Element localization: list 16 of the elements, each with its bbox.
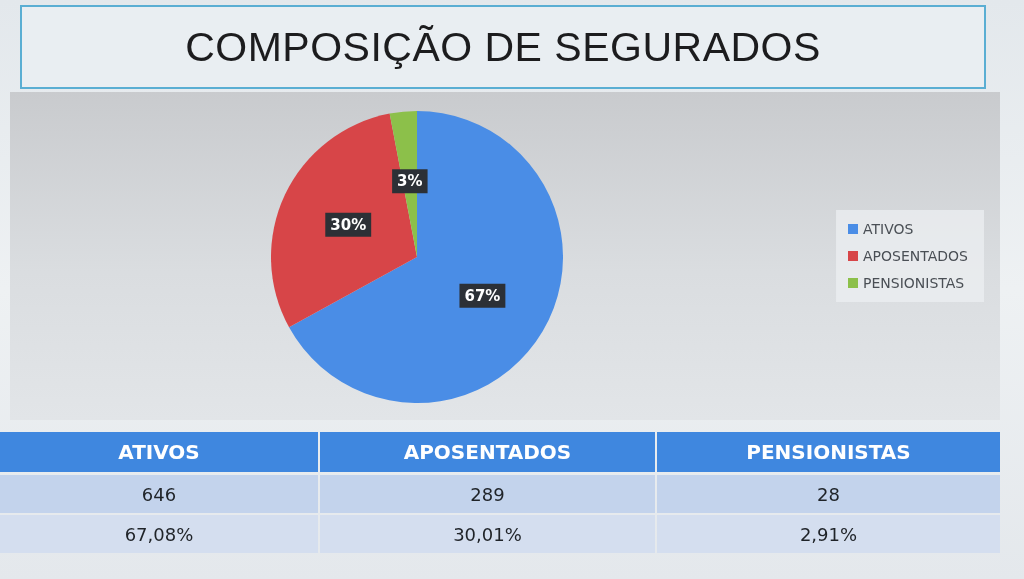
data-label: 30% [330, 215, 367, 234]
legend-label: PENSIONISTAS [863, 275, 965, 291]
legend-label: ATIVOS [863, 221, 914, 237]
category-label: APOSENTADOS [403, 440, 572, 464]
text: 289 [320, 475, 655, 513]
text: 646 [0, 475, 318, 513]
text: 2,91% [657, 515, 1000, 553]
text: 28 [657, 475, 1000, 513]
category-label: PENSIONISTAS [746, 440, 911, 464]
legend-label: APOSENTADOS [863, 248, 969, 264]
category-label: ATIVOS [118, 440, 200, 464]
text: 30,01% [320, 515, 655, 553]
text: 67,08% [0, 515, 318, 553]
data-label: 67% [464, 286, 501, 305]
data-label: 3% [397, 172, 423, 191]
chart-title: COMPOSIÇÃO DE SEGURADOS [185, 23, 821, 71]
